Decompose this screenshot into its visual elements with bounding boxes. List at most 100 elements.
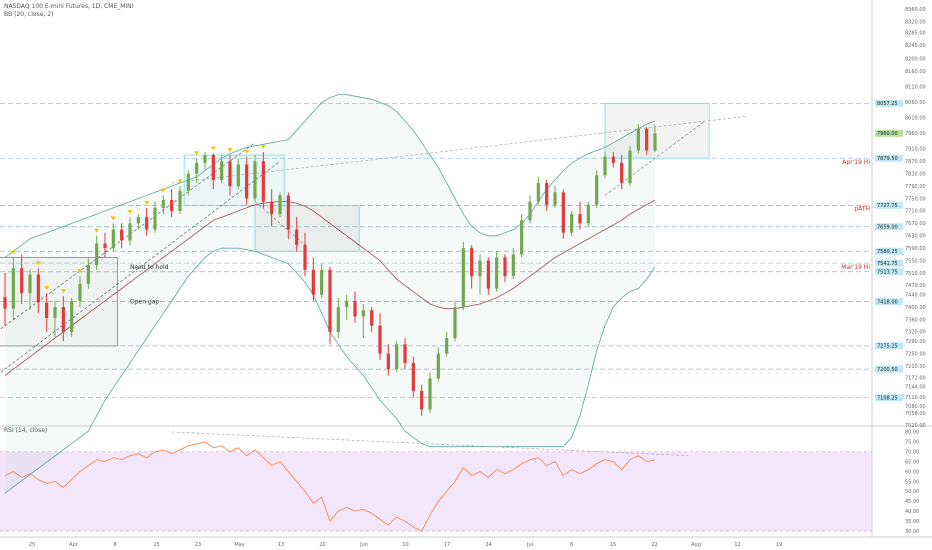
bar-body: [286, 195, 290, 230]
price-tag-label: 7200.50: [877, 367, 898, 373]
price-bar: [428, 372, 432, 413]
bar-body: [195, 162, 199, 174]
price-tag: 8057.25: [875, 99, 903, 107]
price-tick-label: 7510.00: [905, 271, 926, 277]
bar-body: [453, 307, 457, 339]
range-box-july: [604, 102, 710, 159]
bar-body: [561, 192, 565, 233]
price-bar: [170, 189, 174, 218]
bar-body: [353, 300, 357, 317]
price-bar: [178, 186, 182, 215]
signal-marker: [160, 188, 166, 193]
price-tick-label: 8245.00: [905, 43, 926, 49]
bar-body: [20, 268, 24, 294]
bar-body: [536, 183, 540, 202]
bar-body: [253, 161, 257, 199]
price-tag-label: 7727.75: [877, 203, 898, 209]
price-bar: [345, 294, 349, 320]
price-tick-label: 8320.00: [905, 20, 926, 26]
price-bar: [486, 257, 490, 295]
rsi-tick-label: 70.00: [905, 450, 919, 456]
signal-marker: [110, 216, 116, 221]
price-tick-label: 7110.00: [905, 395, 926, 401]
price-bar: [378, 313, 382, 360]
price-bar: [553, 186, 557, 208]
price-tag-label: 7275.25: [877, 344, 898, 350]
price-tick-label: 7790.00: [905, 184, 926, 190]
price-tag-label: 7541.75: [877, 261, 898, 267]
price-bar: [278, 192, 282, 218]
price-tag-bg: [875, 365, 903, 373]
price-bar: [653, 125, 657, 153]
price-bar: [353, 291, 357, 323]
price-tag: 7275.25: [875, 342, 903, 350]
price-tick-label: 7670.00: [905, 221, 926, 227]
signal-marker: [210, 146, 216, 151]
price-bar: [445, 331, 449, 357]
price-bar: [561, 189, 565, 239]
price-bar: [36, 268, 40, 314]
rsi-band-fill: [0, 451, 872, 532]
bar-body: [478, 260, 482, 277]
rsi-tick-label: 40.00: [905, 509, 919, 515]
bar-body: [386, 353, 390, 370]
bar-body: [345, 300, 349, 308]
price-tag-bg: [875, 342, 903, 350]
price-tag-bg: [875, 247, 903, 255]
price-tick-label: 7870.00: [905, 159, 926, 165]
bar-body: [378, 325, 382, 354]
bar-body: [178, 190, 182, 211]
price-tag: 7580.25: [875, 247, 903, 255]
price-tick-label: 7750.00: [905, 196, 926, 202]
price-tick-label: 7630.00: [905, 234, 926, 240]
trendline-lower-channel: [0, 161, 281, 374]
price-tick-label: 8160.00: [905, 69, 926, 75]
rsi-indicator-label: RSI (14, close): [4, 427, 47, 434]
price-bar: [453, 300, 457, 342]
time-tick-label: 20: [319, 542, 325, 548]
price-bar: [103, 232, 107, 258]
bar-body: [486, 260, 490, 289]
signal-marker: [127, 210, 133, 215]
signal-marker: [35, 261, 41, 266]
bb-basis-line: [4, 199, 656, 376]
bar-body: [78, 283, 82, 301]
bar-body: [70, 300, 74, 332]
time-tick-label: 15: [153, 542, 159, 548]
rsi-tick-label: 45.00: [905, 499, 919, 505]
trendline-resistance: [171, 115, 747, 184]
price-bar: [370, 307, 374, 332]
price-tick-label: 7144.00: [905, 384, 926, 390]
rsi-line: [4, 441, 656, 532]
rsi-tick-label: 75.00: [905, 440, 919, 446]
price-tick-label: 7470.00: [905, 283, 926, 289]
bar-body: [420, 390, 424, 410]
chart-annotation: Need to hold: [130, 264, 169, 271]
bar-body: [53, 307, 57, 318]
rsi-tick-label: 80.00: [905, 430, 919, 436]
price-bar: [53, 300, 57, 339]
price-tag-bg: [875, 394, 903, 402]
rsi-tick-label: 60.00: [905, 469, 919, 475]
price-bar: [236, 158, 240, 190]
bar-body: [311, 269, 315, 295]
bar-body: [511, 254, 515, 277]
bar-body: [120, 229, 124, 241]
price-tick-label: 7590.00: [905, 246, 926, 252]
price-bar: [536, 176, 540, 205]
bar-body: [3, 297, 7, 309]
bar-body: [411, 362, 415, 391]
bar-body: [295, 229, 299, 246]
price-tick-label: 7020.00: [905, 423, 926, 429]
price-tag: 7200.50: [875, 365, 903, 373]
price-bar: [411, 356, 415, 398]
price-bar: [328, 266, 332, 345]
signal-marker: [77, 269, 83, 274]
chart-annotation: Apr'19 Hi: [842, 159, 870, 166]
bar-body: [261, 161, 265, 202]
price-bar: [361, 304, 365, 339]
price-bar: [11, 257, 15, 320]
annotations: Apr'19 Hi pATH Mar'19 Hi Need to hold Open g…: [130, 159, 870, 306]
time-tick-label: 12: [734, 542, 740, 548]
